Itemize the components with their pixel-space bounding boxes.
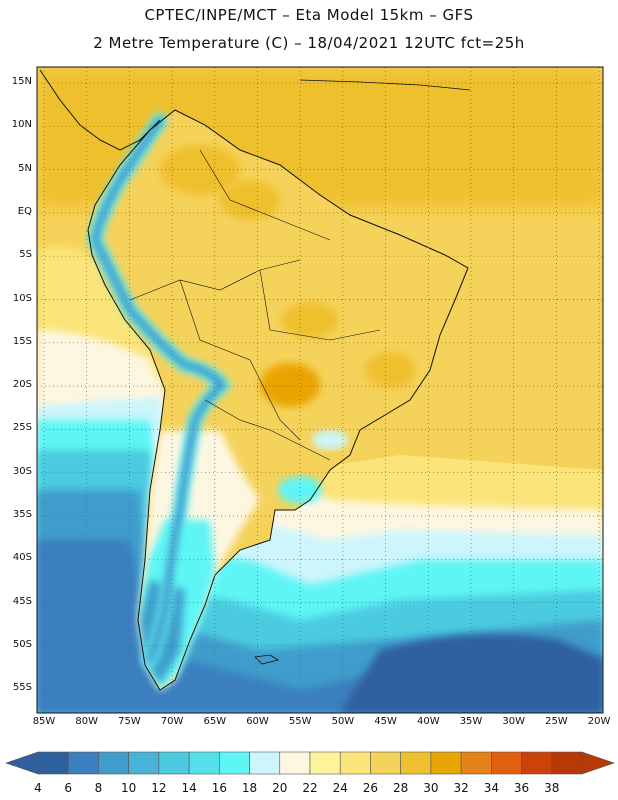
lon-label: 85W (32, 716, 56, 727)
lon-label: 30W (502, 716, 525, 727)
lat-label: 50S (12, 638, 32, 650)
lat-label: 5S (19, 249, 32, 261)
title-line-2: 2 Metre Temperature (C) – 18/04/2021 12U… (93, 34, 525, 52)
colorbar-label: 30 (423, 781, 439, 795)
lat-label: 40S (12, 552, 32, 564)
lat-label: 20S (12, 379, 32, 391)
colorbar (5, 751, 615, 775)
colorbar-swatch (188, 751, 220, 775)
colorbar-label: 14 (181, 781, 197, 795)
lat-label: 30S (12, 465, 32, 477)
colorbar-swatch (551, 751, 583, 775)
lat-label: 15N (11, 76, 32, 87)
colorbar-swatch (37, 751, 69, 775)
colorbar-label: 16 (211, 781, 227, 795)
lat-label: 55S (12, 682, 32, 694)
lon-label: 75W (118, 716, 141, 727)
colorbar-label: 36 (513, 781, 530, 795)
lat-label: 10N (11, 119, 32, 131)
colorbar-swatch (430, 751, 462, 775)
lon-label: 70W (160, 716, 184, 727)
colorbar-swatch (279, 751, 311, 775)
lat-label: 10S (12, 292, 32, 304)
colorbar-swatch (339, 751, 371, 775)
lat-label: 5N (18, 162, 32, 174)
lon-label: 65W (203, 716, 227, 727)
colorbar-label: 10 (121, 781, 137, 795)
lat-label: EQ (17, 205, 32, 217)
colorbar-swatch (128, 751, 160, 775)
colorbar-label: 20 (272, 781, 288, 795)
lat-label: 45S (12, 595, 32, 607)
lon-label: 40W (416, 716, 440, 727)
colorbar-arrow-high (581, 751, 615, 775)
colorbar-swatch (309, 751, 341, 775)
colorbar-swatch (460, 751, 492, 775)
colorbar-swatch (370, 751, 401, 775)
colorbar-swatch (249, 751, 281, 775)
colorbar-swatch (98, 751, 129, 775)
lon-label: 35W (459, 716, 483, 727)
colorbar-label: 24 (332, 781, 348, 795)
colorbar-swatch (491, 751, 522, 775)
colorbar-label: 34 (483, 781, 499, 795)
colorbar-label: 4 (34, 781, 42, 795)
colorbar-swatch (219, 751, 250, 775)
colorbar-label: 26 (362, 781, 379, 795)
lat-label: 35S (12, 509, 32, 520)
colorbar-arrow-low (5, 751, 39, 775)
lat-label: 25S (12, 422, 32, 434)
colorbar-label: 6 (64, 781, 73, 795)
lon-label: 20W (587, 716, 611, 727)
colorbar-label: 22 (302, 781, 318, 795)
colorbar-label: 8 (94, 781, 103, 795)
lon-label: 50W (331, 716, 355, 727)
lon-label: 55W (288, 716, 312, 727)
colorbar-label: 28 (393, 781, 409, 795)
colorbar-swatch (67, 751, 99, 775)
colorbar-label: 38 (544, 781, 560, 795)
temperature-field (37, 67, 603, 713)
lon-label: 60W (246, 716, 269, 727)
lon-label: 25W (545, 716, 568, 727)
lon-label: 45W (374, 716, 397, 727)
colorbar-label: 18 (241, 781, 258, 795)
colorbar-swatch (158, 751, 190, 775)
title-line-1: CPTEC/INPE/MCT – Eta Model 15km – GFS (144, 6, 474, 24)
colorbar-label: 12 (151, 781, 167, 795)
colorbar-swatch (521, 751, 553, 775)
colorbar-swatch (400, 751, 432, 775)
lon-label: 80W (75, 716, 98, 727)
lat-label: 15S (12, 335, 32, 347)
colorbar-label: 32 (453, 781, 469, 795)
